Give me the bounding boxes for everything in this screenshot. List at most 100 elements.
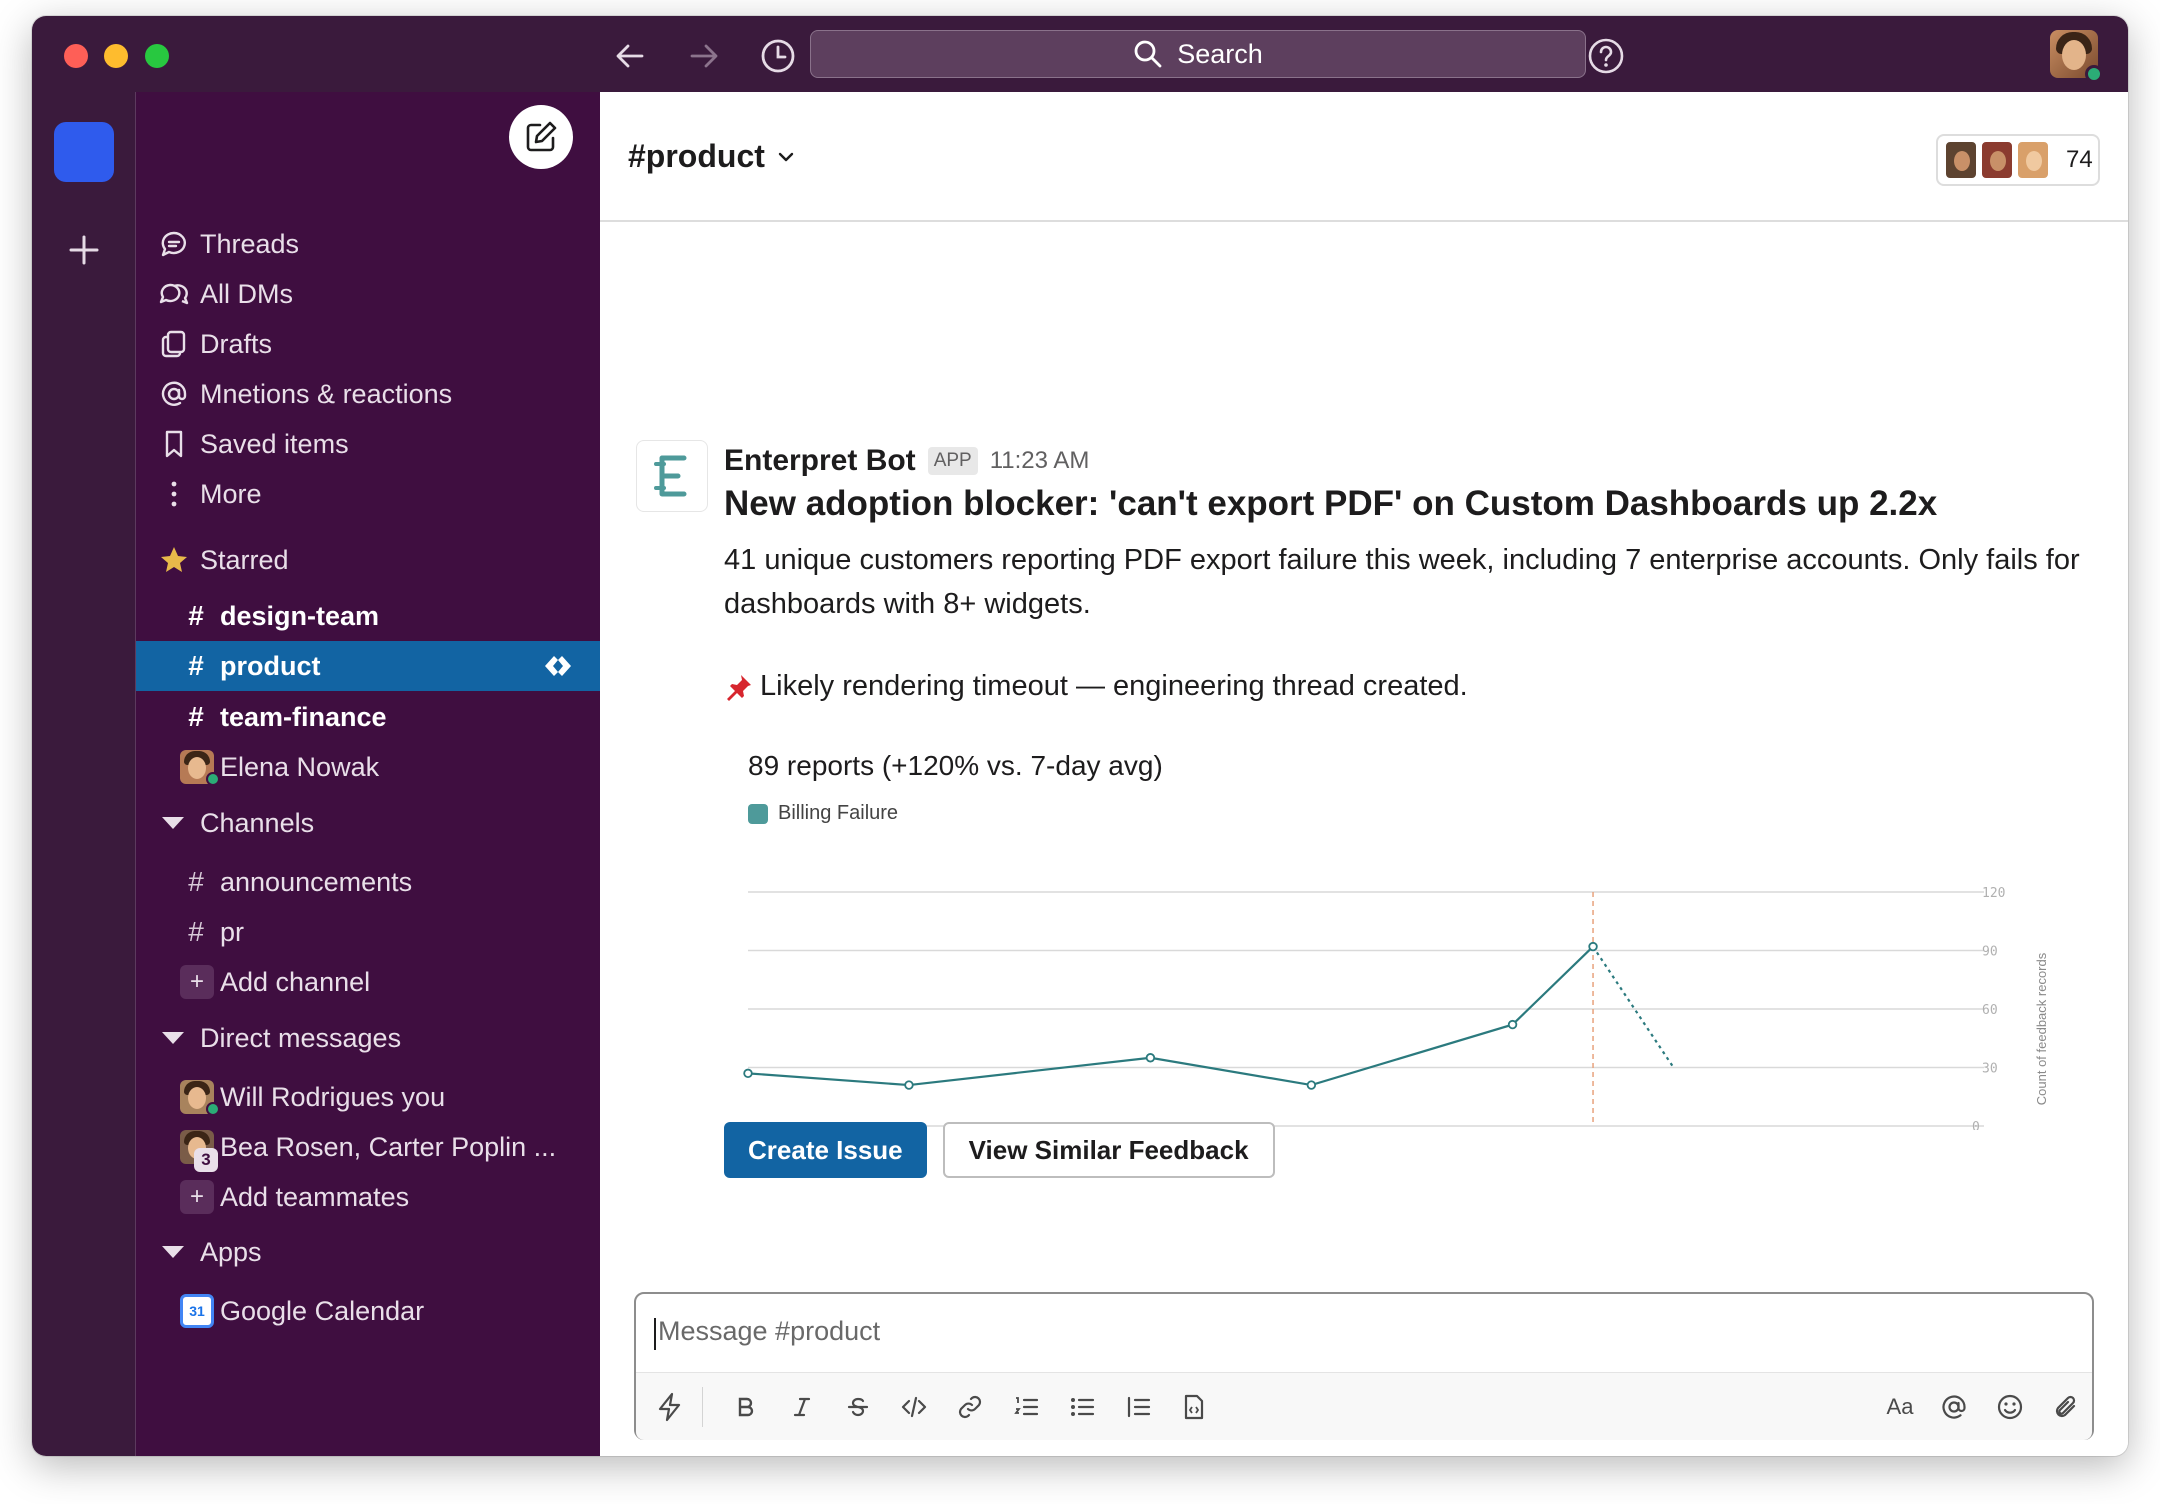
bulleted-list-icon[interactable] [1062,1387,1102,1427]
dms-icon [158,278,190,310]
sidebar-item-label: announcements [220,866,413,897]
workspace-rail [32,92,136,1456]
bold-icon[interactable] [726,1387,766,1427]
pushpin-icon [727,674,751,701]
sidebar-item-dm-group[interactable]: 3 Bea Rosen, Carter Poplin ... [136,1122,600,1172]
view-similar-feedback-button[interactable]: View Similar Feedback [942,1122,1275,1178]
search-input[interactable]: Search [810,30,1586,78]
back-arrow-icon[interactable] [608,34,652,78]
shortcuts-lightning-icon[interactable] [650,1387,690,1427]
channel-hash-icon: # [188,701,204,732]
workspace-tile[interactable] [54,122,114,182]
avatar [1944,140,1978,180]
y-tick-label: 30 [1982,1062,1998,1077]
sidebar-item-dm-will[interactable]: Will Rodrigues you [136,1072,600,1122]
add-channel-button[interactable]: + Add channel [136,957,600,1007]
maximize-window-button[interactable] [145,44,169,68]
sidebar-item-all-dms[interactable]: All DMs [136,269,600,319]
sidebar-item-pr[interactable]: # pr [136,907,600,957]
code-icon[interactable] [894,1387,934,1427]
series-line [747,945,1594,1087]
sidebar-item-elena-nowak[interactable]: Elena Nowak [136,742,600,792]
channel-title-button[interactable]: #product [628,138,795,175]
sidebar-item-label: Saved items [200,428,349,459]
blockquote-icon[interactable] [1118,1387,1158,1427]
message-timestamp[interactable]: 11:23 AM [989,447,1090,474]
star-icon [158,544,190,576]
create-issue-button[interactable]: Create Issue [724,1122,927,1178]
sidebar-item-label: Google Calendar [220,1295,425,1326]
ordered-list-icon[interactable] [1006,1387,1046,1427]
data-point [743,1068,753,1079]
avatar [1980,140,2014,180]
minimize-window-button[interactable] [104,44,128,68]
close-window-button[interactable] [64,44,88,68]
sidebar-item-design-team[interactable]: # design-team [136,591,600,641]
members-button[interactable]: 74 [1936,134,2100,186]
apps-section-header[interactable]: Apps [136,1227,600,1277]
y-tick-label: 0 [1972,1120,1980,1130]
channels-section-header[interactable]: Channels [136,798,600,848]
sidebar-item-team-finance[interactable]: # team-finance [136,692,600,742]
sidebar-item-label: pr [220,916,245,947]
sidebar-item-announcements[interactable]: # announcements [136,857,600,907]
italic-icon[interactable] [782,1387,822,1427]
data-point [1145,1053,1156,1063]
title-bar: Search [32,16,2128,92]
search-icon [1134,40,1162,68]
sidebar-item-google-calendar[interactable]: 31 Google Calendar [136,1286,600,1336]
legend-label: Billing Failure [778,802,899,824]
sidebar-item-label: Will Rodrigues you [220,1081,446,1112]
main-panel: #product 74 Enterpret Bot APP 11:23 AM [600,92,2128,1456]
compose-button[interactable] [509,105,573,169]
plus-icon: + [180,965,214,999]
help-icon[interactable] [1584,34,1628,78]
section-title: Starred [200,544,289,575]
sidebar-item-product[interactable]: # product [136,641,600,691]
projection-line [1592,945,1675,1069]
mention-at-icon[interactable] [1934,1387,1974,1427]
history-clock-icon[interactable] [756,34,800,78]
author-name[interactable]: Enterpret Bot [724,444,916,477]
code-block-icon[interactable] [1174,1387,1214,1427]
avatar [2016,140,2050,180]
dms-section-header[interactable]: Direct messages [136,1013,600,1063]
legend-swatch [748,803,768,824]
online-status-indicator [2085,65,2103,83]
link-icon[interactable] [950,1387,990,1427]
forward-arrow-icon[interactable] [682,34,726,78]
message-body: 41 unique customers reporting PDF export… [724,544,2080,620]
attach-paperclip-icon[interactable] [2046,1387,2086,1427]
emoji-icon[interactable] [1990,1387,2030,1427]
app-integration-icon [544,654,574,685]
caret-down-icon [162,1032,184,1044]
user-avatar[interactable] [2050,30,2103,83]
message-title: New adoption blocker: 'can't export PDF'… [724,484,1938,523]
sidebar-item-label: Add channel [220,966,371,997]
add-teammates-button[interactable]: + Add teammates [136,1172,600,1222]
format-text-button[interactable]: Aa [1886,1394,1914,1419]
sidebar-item-label: Add teammates [220,1181,410,1212]
sidebar-item-label: Threads [200,228,300,259]
more-icon [158,478,190,510]
app-badge: APP [927,447,978,475]
sidebar: Threads All DMs Drafts Mnetions & reacti… [136,92,600,1456]
bot-avatar[interactable] [636,440,708,512]
member-count-badge: 3 [194,1148,218,1172]
sidebar-item-mentions[interactable]: Mnetions & reactions [136,369,600,419]
threads-icon [158,228,190,260]
sidebar-item-threads[interactable]: Threads [136,219,600,269]
sidebar-item-drafts[interactable]: Drafts [136,319,600,369]
data-point [1306,1080,1317,1090]
add-workspace-icon[interactable] [60,226,108,274]
chart-title: 89 reports (+120% vs. 7-day avg) [748,750,1163,781]
search-placeholder: Search [1177,38,1263,69]
drafts-icon [158,328,190,360]
starred-section-header[interactable]: Starred [136,535,600,585]
sidebar-item-more[interactable]: More [136,469,600,519]
message-input[interactable]: Message #product [653,1316,881,1350]
channel-hash-icon: # [188,916,204,947]
strikethrough-icon[interactable] [838,1387,878,1427]
sidebar-item-saved[interactable]: Saved items [136,419,600,469]
sidebar-item-label: More [200,478,262,509]
